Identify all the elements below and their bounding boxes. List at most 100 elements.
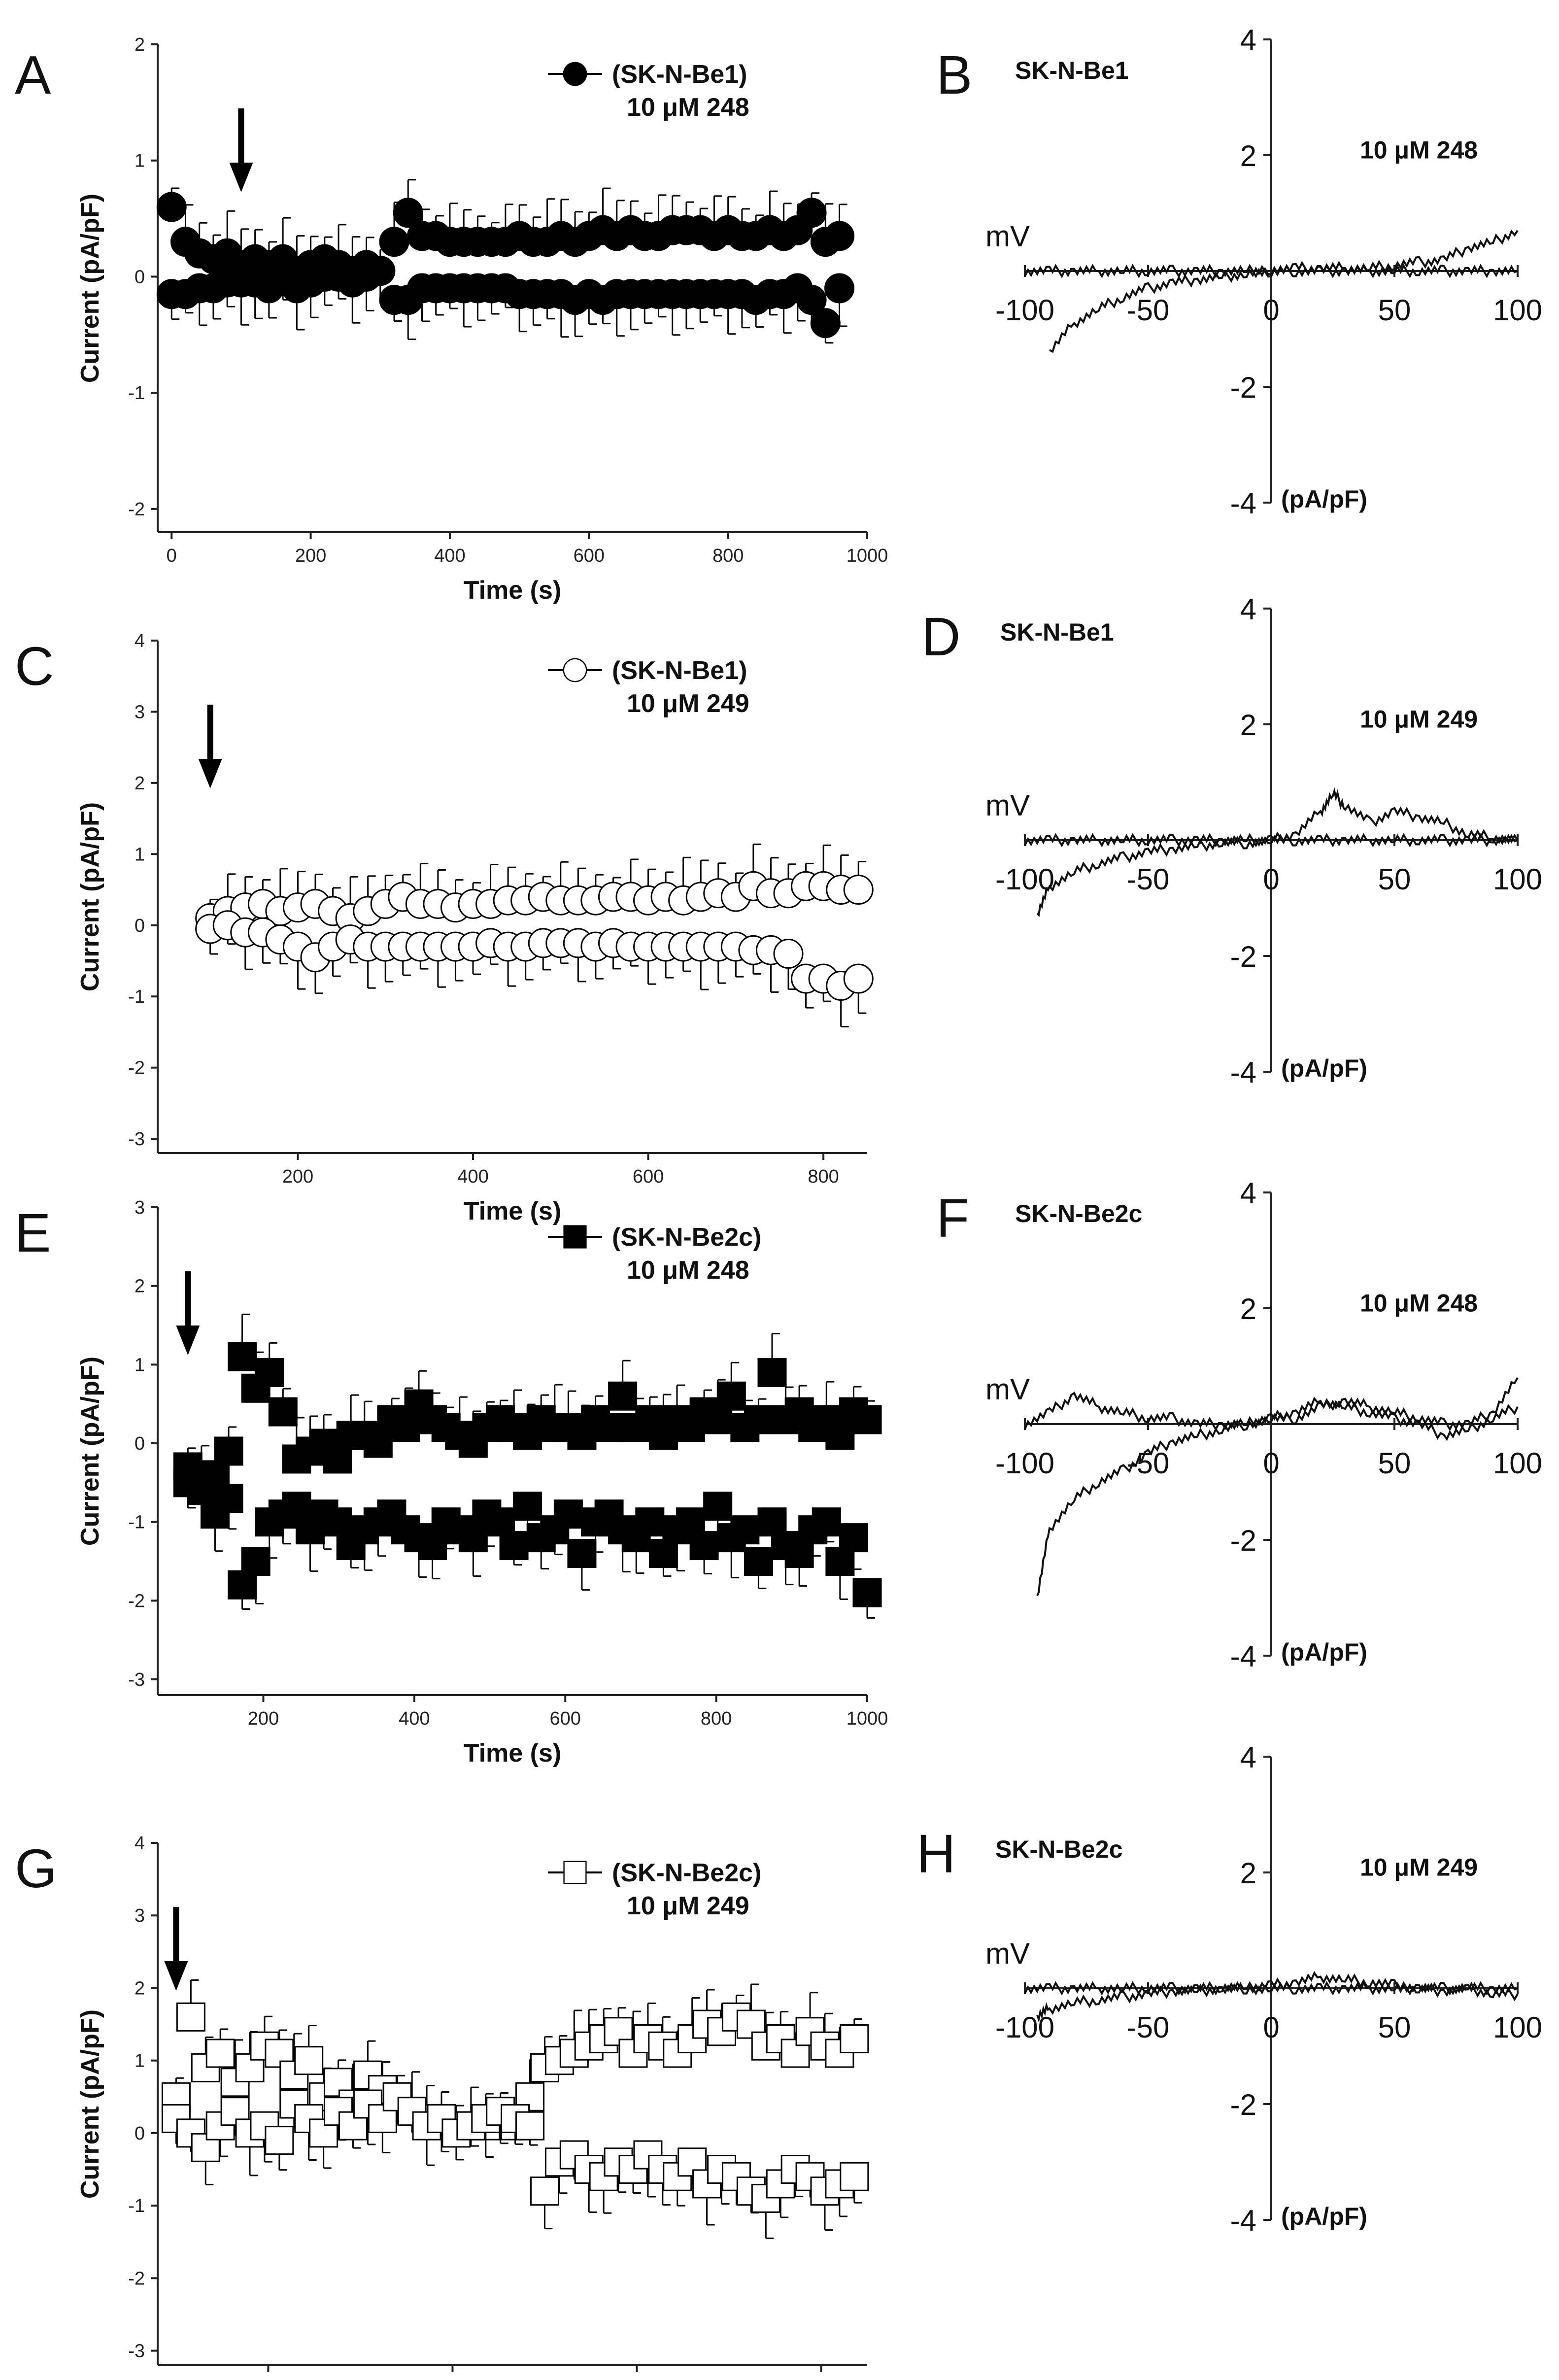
data-point bbox=[513, 1492, 542, 1521]
series-outward bbox=[173, 1313, 882, 1497]
data-point bbox=[703, 1492, 733, 1521]
condition-label: 10 μM 249 bbox=[1360, 1854, 1478, 1881]
series-inward bbox=[161, 2082, 869, 2239]
data-point bbox=[268, 1397, 298, 1427]
y-tick-label: 2 bbox=[135, 1978, 145, 1999]
data-point bbox=[594, 1413, 624, 1442]
y-tick-label: -2 bbox=[1230, 371, 1256, 404]
data-point bbox=[796, 285, 827, 315]
panel-G: G-3-2-101234200400600800sTime (s)Current… bbox=[15, 1833, 869, 2380]
y-tick-label: 1 bbox=[135, 2051, 145, 2072]
y-tick-label: -3 bbox=[128, 1129, 145, 1150]
y-tick-label: -4 bbox=[1230, 1056, 1256, 1089]
data-point bbox=[176, 2002, 205, 2032]
data-point bbox=[214, 1436, 243, 1466]
y-tick-label: 4 bbox=[1240, 593, 1256, 626]
y-axis-title: (pA/pF) bbox=[1281, 485, 1367, 513]
legend-condition: 10 μM 249 bbox=[627, 689, 749, 718]
x-tick-label: 400 bbox=[437, 2379, 468, 2380]
y-tick-label: -2 bbox=[128, 1058, 145, 1079]
data-point bbox=[812, 1507, 841, 1537]
x-axis-title: mV bbox=[985, 1937, 1030, 1970]
x-tick-label: 600 bbox=[621, 2379, 652, 2380]
data-point bbox=[265, 2126, 294, 2155]
x-tick-label: 200 bbox=[282, 1166, 313, 1187]
x-tick-label: 800 bbox=[808, 1166, 839, 1187]
y-tick-label: 2 bbox=[135, 34, 145, 55]
data-point bbox=[840, 2024, 869, 2053]
y-tick-label: -1 bbox=[128, 2196, 145, 2216]
data-point bbox=[515, 2111, 545, 2141]
panel-label: D bbox=[921, 607, 960, 667]
data-point bbox=[840, 2162, 869, 2191]
x-tick-label: 400 bbox=[457, 1166, 488, 1187]
condition-label: 10 μM 249 bbox=[1360, 706, 1478, 733]
x-tick-label: 50 bbox=[1378, 2011, 1411, 2044]
x-tick-label: 100 bbox=[1493, 2011, 1542, 2044]
legend-condition: 10 μM 248 bbox=[627, 1256, 749, 1285]
x-tick-label: -100 bbox=[995, 2011, 1054, 2044]
x-axis-title: Time (s) bbox=[464, 1739, 561, 1768]
data-point bbox=[824, 221, 855, 251]
y-tick-label: -1 bbox=[128, 1512, 145, 1533]
y-axis-title: Current (pA/pF) bbox=[76, 194, 104, 383]
legend-cell-line: (SK-N-Be2c) bbox=[612, 1223, 761, 1252]
x-tick-label: 600 bbox=[550, 1708, 581, 1729]
x-tick-label: -100 bbox=[995, 294, 1054, 327]
iv-trace-2 bbox=[1036, 1971, 1519, 2023]
y-tick-label: -2 bbox=[128, 1591, 145, 1611]
x-tick-label: 400 bbox=[434, 545, 465, 566]
cell-line-label: SK-N-Be1 bbox=[1015, 57, 1129, 84]
data-point bbox=[730, 1515, 760, 1545]
data-point bbox=[689, 1531, 719, 1561]
y-tick-label: -4 bbox=[1230, 1640, 1256, 1673]
y-tick-label: 4 bbox=[135, 1833, 145, 1854]
data-point bbox=[530, 2176, 559, 2206]
y-tick-label: 2 bbox=[1240, 709, 1256, 742]
arrow-indicator-head bbox=[164, 1961, 188, 1991]
series-inward bbox=[156, 256, 855, 344]
y-tick-label: 0 bbox=[135, 1433, 145, 1454]
legend-marker bbox=[563, 62, 587, 86]
condition-label: 10 μM 248 bbox=[1360, 1290, 1478, 1317]
cell-line-label: SK-N-Be2c bbox=[1015, 1200, 1142, 1227]
data-point bbox=[824, 273, 855, 304]
y-tick-label: -1 bbox=[128, 383, 145, 404]
iv-trace-1 bbox=[1024, 833, 1518, 848]
panel-D: D SK-N-Be1 10 μM 249 -100 -50 0 50 100 -4 -2 2 4 mV (… bbox=[921, 593, 1542, 1089]
y-tick-label: 4 bbox=[1240, 24, 1256, 57]
iv-trace-2 bbox=[1036, 787, 1519, 918]
y-tick-label: -1 bbox=[128, 986, 145, 1007]
data-point bbox=[757, 1358, 787, 1387]
data-point bbox=[294, 2046, 324, 2075]
series-inward bbox=[195, 910, 874, 1028]
x-tick-label: 800 bbox=[701, 1708, 732, 1729]
y-tick-label: 3 bbox=[135, 1197, 145, 1218]
data-point bbox=[796, 198, 827, 228]
series-inward bbox=[173, 1468, 882, 1619]
x-axis-title: Time (s) bbox=[464, 1197, 561, 1225]
y-tick-label: 3 bbox=[135, 1905, 145, 1926]
data-point bbox=[499, 1531, 529, 1561]
data-point bbox=[635, 1507, 665, 1537]
x-tick-label: 50 bbox=[1378, 294, 1411, 327]
series-outward bbox=[195, 843, 874, 933]
x-axis-title: Time (s) bbox=[464, 576, 561, 605]
y-tick-label: 4 bbox=[135, 631, 145, 651]
y-tick-label: 0 bbox=[135, 2123, 145, 2144]
y-tick-label: 2 bbox=[135, 773, 145, 794]
data-point bbox=[365, 256, 396, 286]
x-tick-label: 50 bbox=[1378, 863, 1411, 896]
x-tick-label: -50 bbox=[1127, 863, 1170, 896]
cell-line-label: SK-N-Be1 bbox=[1000, 618, 1114, 646]
data-point bbox=[393, 198, 423, 228]
x-tick-label: 0 bbox=[167, 545, 177, 566]
arrow-indicator-head bbox=[176, 1326, 200, 1355]
x-tick-label: -50 bbox=[1127, 294, 1170, 327]
y-tick-label: 1 bbox=[135, 1355, 145, 1375]
panel-H: H SK-N-Be2c 10 μM 249 -100 -50 0 50 100 -4 -2 2 4 mV… bbox=[916, 1741, 1542, 2237]
data-point bbox=[843, 875, 874, 905]
legend-cell-line: (SK-N-Be2c) bbox=[612, 1859, 761, 1887]
data-point bbox=[810, 308, 841, 339]
panel-A: A -2 -1 0 1 2 0 200 400 600 800 1000 Time (s) Current… bbox=[15, 34, 888, 605]
